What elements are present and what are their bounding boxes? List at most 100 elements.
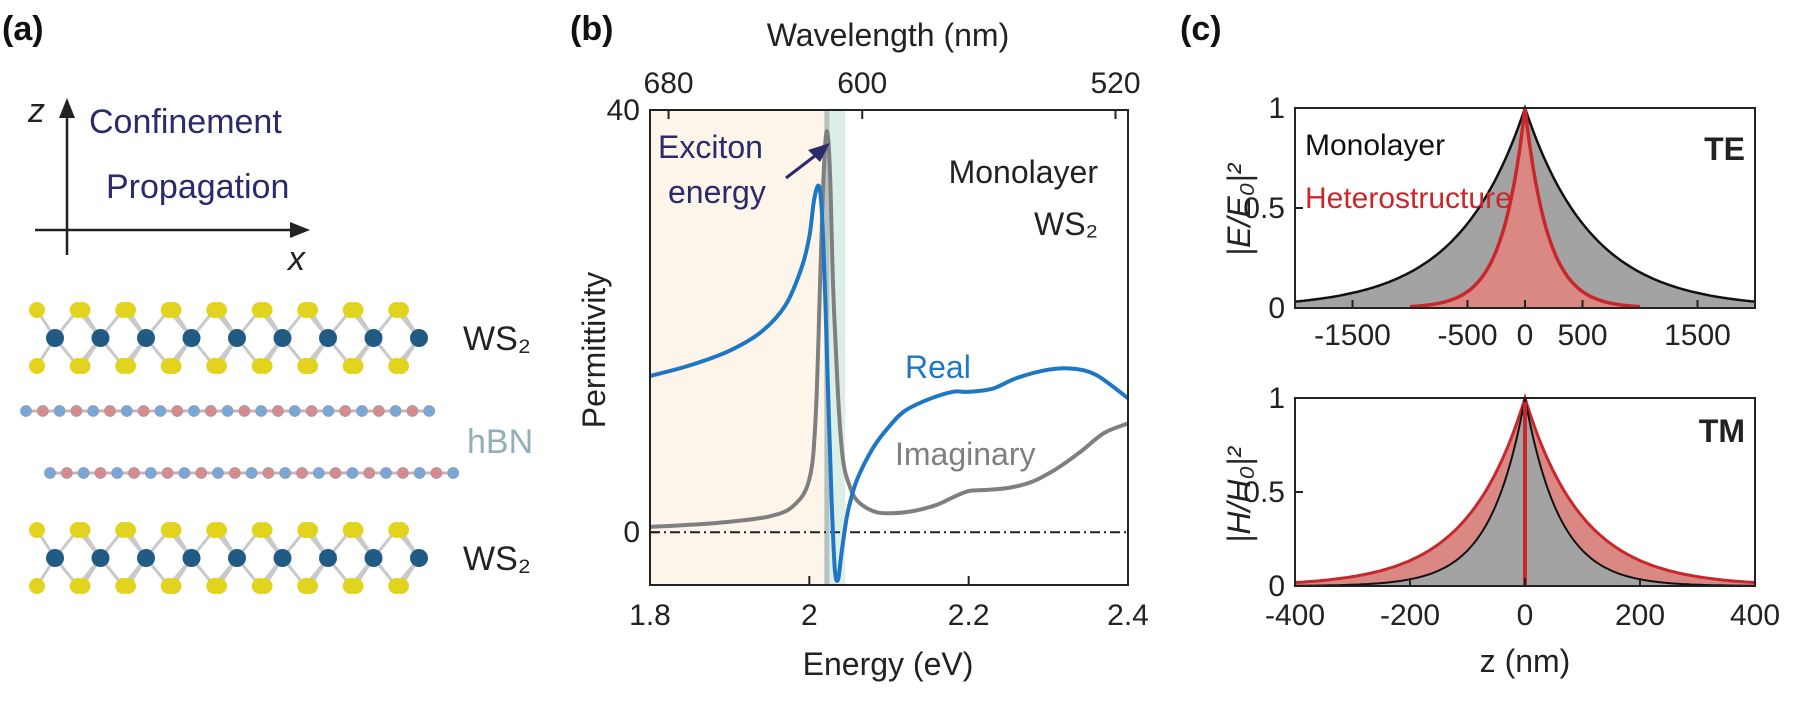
b-atom	[178, 467, 191, 479]
x-arrowhead-icon	[290, 222, 310, 238]
x-axis-label: x	[286, 240, 306, 278]
imaginary-series-label: Imaginary	[895, 436, 1036, 472]
n-atom	[339, 405, 352, 417]
b-atom	[447, 467, 460, 479]
s-atom	[256, 358, 273, 374]
b-atom	[221, 405, 234, 417]
w-atom	[91, 329, 110, 347]
w-atom	[410, 329, 428, 347]
n-atom	[104, 405, 116, 417]
n-atom	[305, 405, 318, 417]
s-atom	[256, 302, 273, 318]
n-atom	[363, 467, 376, 479]
s-atom	[74, 358, 91, 374]
y-tick-label: 1	[1268, 92, 1285, 125]
z-axis-label: z	[27, 92, 45, 130]
s-atom	[74, 578, 91, 594]
b-atom	[212, 467, 224, 479]
x-tick-label: -500	[1437, 319, 1497, 352]
s-atom	[393, 522, 409, 538]
s-atom	[165, 522, 182, 538]
tm-mode-label: TM	[1699, 413, 1745, 449]
z-nm-axis-title: z (nm)	[1480, 643, 1571, 679]
n-atom	[296, 467, 308, 479]
b-atom	[120, 405, 133, 417]
b-atom	[144, 467, 157, 479]
b-atom	[356, 405, 368, 417]
n-atom	[94, 467, 107, 479]
b-atom	[111, 467, 124, 479]
hbn-layer	[44, 467, 460, 479]
wavelength-axis-title: Wavelength (nm)	[767, 17, 1009, 53]
ws2-annotation: WS₂	[1034, 206, 1098, 242]
panel-label-a: (a)	[2, 10, 44, 48]
s-atom	[347, 358, 364, 374]
s-atom	[347, 522, 364, 538]
n-atom	[372, 405, 385, 417]
b-atom	[53, 405, 66, 417]
s-atom	[256, 578, 273, 594]
n-atom	[396, 467, 409, 479]
n-atom	[171, 405, 184, 417]
real-series-label: Real	[905, 349, 971, 385]
permittivity-axis-title: Permittivity	[576, 272, 612, 428]
n-atom	[128, 467, 140, 479]
w-atom	[273, 549, 292, 567]
b-atom	[380, 467, 392, 479]
x-tick-label: 200	[1615, 599, 1665, 632]
b-atom	[413, 467, 426, 479]
te-axis-title: |E/E₀|²	[1221, 162, 1257, 256]
x-tick-label: 0	[1517, 599, 1534, 632]
top-tick-label: 520	[1090, 67, 1140, 100]
x-tick-label: 1500	[1664, 319, 1731, 352]
s-atom	[302, 522, 318, 538]
heterostructure-lattice	[20, 302, 460, 594]
z-arrowhead-icon	[59, 98, 75, 118]
n-atom	[60, 467, 73, 479]
s-atom	[120, 522, 136, 538]
s-atom	[347, 578, 364, 594]
plot-b-frame	[649, 109, 1129, 586]
s-atom	[120, 578, 136, 594]
x-tick-label: -1500	[1314, 319, 1391, 352]
x-tick-label: -200	[1380, 599, 1440, 632]
heterostructure-area	[1410, 108, 1640, 308]
x-tick-label: 1.8	[629, 599, 671, 632]
s-atom	[211, 358, 227, 374]
tm-field-profiles	[1294, 392, 1756, 587]
s-atom	[29, 522, 45, 538]
y-tick-label: 0.5	[1243, 192, 1285, 225]
b-atom	[322, 405, 335, 417]
panel-a: z x Confinement Propagation WS₂ hBN WS₂	[20, 92, 533, 594]
w-atom	[319, 549, 337, 567]
energy-axis-title: Energy (eV)	[803, 646, 974, 682]
w-atom	[91, 549, 110, 567]
y-tick-label: 0	[1268, 570, 1285, 603]
s-atom	[29, 578, 45, 594]
n-atom	[137, 405, 150, 417]
x-tick-label: 0	[1517, 319, 1534, 352]
n-atom	[329, 467, 342, 479]
w-atom	[137, 549, 155, 567]
exciton-annotation-line1: Exciton	[658, 129, 763, 165]
coordinate-axes: z x Confinement Propagation	[27, 92, 310, 278]
b-atom	[279, 467, 292, 479]
s-atom	[393, 358, 409, 374]
n-atom	[204, 405, 217, 417]
n-atom	[430, 467, 443, 479]
n-atom	[161, 467, 174, 479]
s-atom	[120, 302, 136, 318]
b-atom	[245, 467, 258, 479]
s-atom	[256, 522, 273, 538]
exciton-annotation-line2: energy	[668, 174, 766, 210]
propagation-label: Propagation	[106, 168, 289, 206]
w-atom	[228, 549, 246, 567]
w-atom	[137, 329, 155, 347]
ws2-layer	[29, 302, 428, 374]
s-atom	[211, 302, 227, 318]
w-atom	[364, 329, 383, 347]
y-tick-label: 0.5	[1243, 476, 1285, 509]
w-atom	[182, 549, 201, 567]
